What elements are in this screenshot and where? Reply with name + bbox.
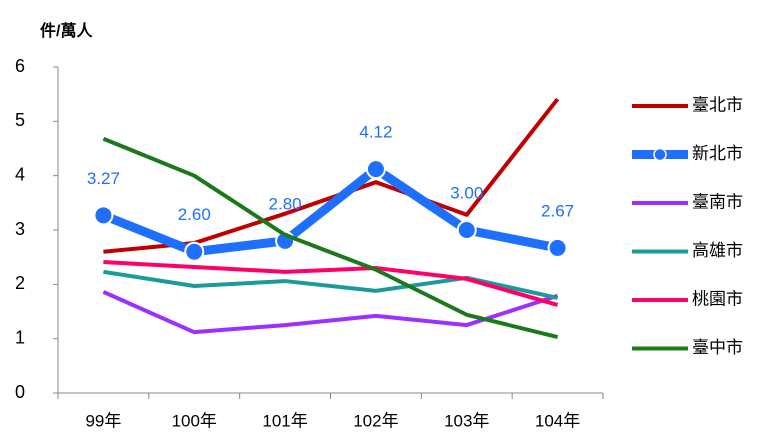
value-label: 2.80 bbox=[269, 194, 302, 213]
series-line bbox=[103, 269, 559, 300]
x-tick-label: 102年 bbox=[353, 411, 398, 430]
legend-label: 新北市 bbox=[692, 144, 743, 163]
legend-marker bbox=[653, 147, 667, 162]
x-tick-label: 103年 bbox=[444, 411, 489, 430]
value-label: 4.12 bbox=[359, 123, 392, 142]
y-tick-label: 3 bbox=[15, 219, 25, 239]
value-label: 2.67 bbox=[541, 201, 574, 220]
series-line bbox=[103, 260, 559, 307]
y-tick-label: 5 bbox=[15, 110, 25, 130]
series-line bbox=[102, 136, 559, 339]
point-marker bbox=[365, 159, 386, 180]
y-tick-label: 1 bbox=[15, 327, 25, 347]
series-line bbox=[101, 164, 559, 257]
value-label: 3.27 bbox=[87, 169, 120, 188]
series-line bbox=[102, 290, 559, 335]
y-tick-label: 0 bbox=[15, 382, 25, 402]
y-tick-label: 6 bbox=[15, 56, 25, 76]
legend-label: 高雄市 bbox=[692, 241, 743, 260]
y-tick-label: 2 bbox=[15, 273, 25, 293]
legend-label: 臺北市 bbox=[692, 95, 743, 114]
legend-label: 桃園市 bbox=[692, 289, 743, 308]
x-tick-label: 99年 bbox=[85, 411, 121, 430]
point-marker bbox=[93, 205, 114, 226]
y-tick-label: 4 bbox=[15, 164, 25, 184]
point-marker bbox=[456, 220, 477, 240]
point-marker bbox=[184, 241, 205, 262]
x-tick-label: 101年 bbox=[262, 411, 307, 430]
series-line bbox=[103, 97, 560, 254]
y-axis-label: 件/萬人 bbox=[40, 21, 93, 40]
value-label: 2.60 bbox=[178, 205, 211, 224]
x-tick-label: 104年 bbox=[535, 411, 580, 430]
legend-label: 臺中市 bbox=[692, 338, 743, 357]
value-label: 3.00 bbox=[450, 183, 483, 202]
point-marker bbox=[547, 237, 568, 258]
legend-label: 臺南市 bbox=[692, 192, 743, 211]
x-tick-label: 100年 bbox=[172, 411, 217, 430]
